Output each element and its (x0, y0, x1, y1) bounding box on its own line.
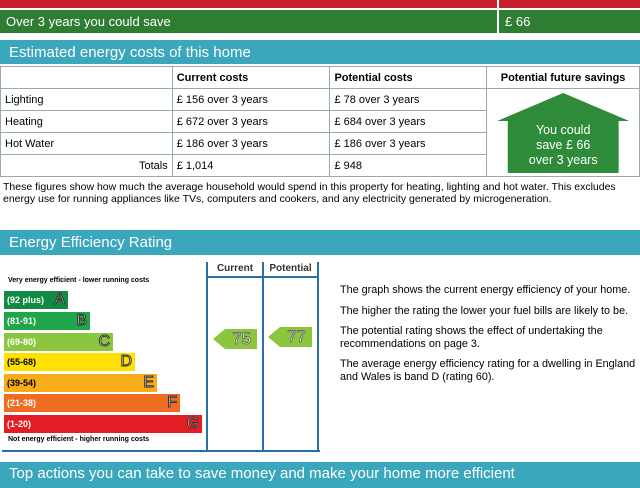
totals-row: Totals £ 1,014 £ 948 (0, 154, 640, 177)
band-a: (92 plus) A (4, 291, 68, 309)
savings-row-label: Over 3 years you could save (0, 10, 497, 33)
costs-note: These figures show how much the average … (3, 181, 616, 205)
actions-header: Top actions you can take to save money a… (0, 462, 640, 488)
col-potential-label: Potential (269, 263, 312, 274)
col-current: Current costs (171, 66, 331, 89)
rating-header: Energy Efficiency Rating (0, 230, 640, 255)
house-savings-icon: You could save £ 66 over 3 years (497, 93, 630, 173)
band-f: (21-38) F (4, 394, 180, 412)
top-cost-value (499, 0, 640, 8)
current-rating-arrow: 75 (213, 329, 257, 349)
band-b: (81-91) B (4, 312, 90, 330)
rating-explanation: The graph shows the current energy effic… (340, 284, 636, 383)
table-row: Hot Water £ 186 over 3 years £ 186 over 3 … (0, 132, 640, 155)
band-c: (69-80) C (4, 333, 113, 351)
savings-row-value: £ 66 (499, 10, 640, 33)
potential-rating-arrow: 77 (268, 327, 312, 347)
top-cost-row (0, 0, 497, 8)
col-current-label: Current (216, 263, 254, 274)
top-label: Very energy efficient - lower running co… (8, 277, 150, 284)
costs-header: Estimated energy costs of this home (0, 40, 640, 64)
band-e: (39-54) E (4, 374, 157, 392)
band-g: (1-20) G (4, 415, 202, 433)
costs-table: Current costs Potential costs Potential fu… (0, 66, 640, 177)
rating-chart: Current Potential Very energy efficient … (0, 262, 322, 452)
table-row: Lighting £ 156 over 3 years £ 78 over 3 ye… (0, 88, 640, 177)
band-d: (55-68) D (4, 353, 135, 371)
col-potential: Potential costs (329, 66, 488, 89)
bottom-label: Not energy efficient - higher running co… (8, 436, 150, 443)
savings-cell: You could save £ 66 over 3 years (486, 88, 640, 177)
col-savings: Potential future savings (486, 66, 640, 89)
